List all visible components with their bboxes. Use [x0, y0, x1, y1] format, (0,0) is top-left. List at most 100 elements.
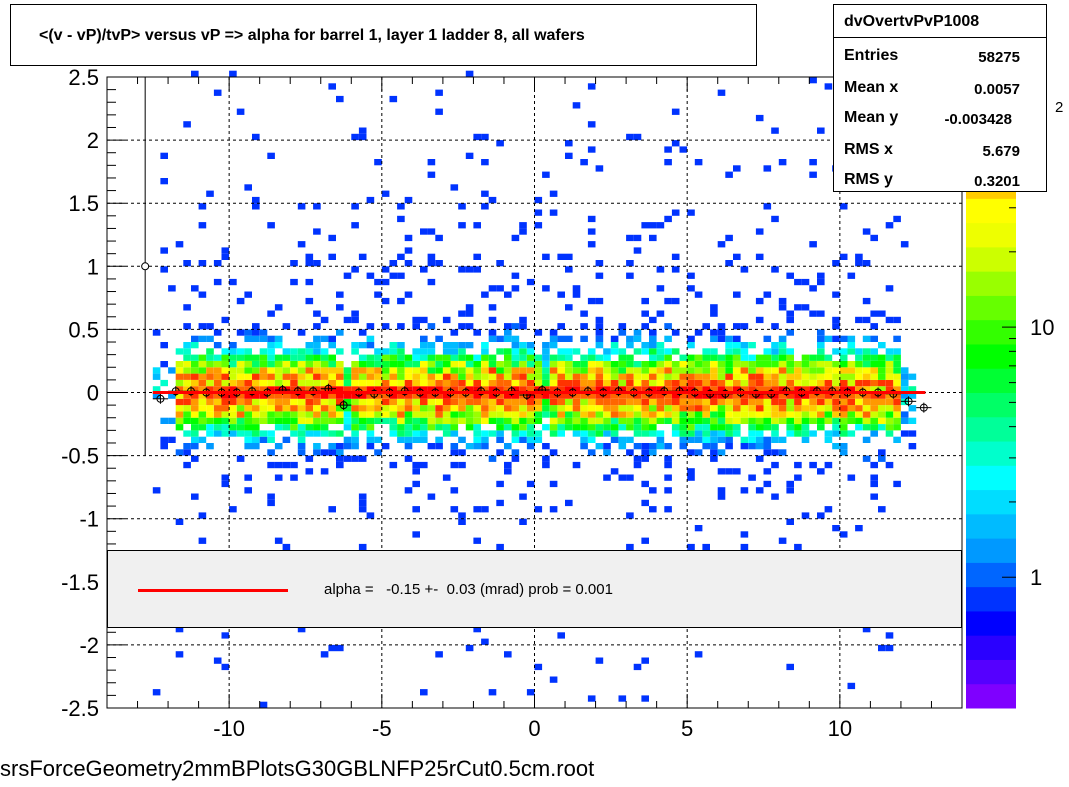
- heatmap-cell: [534, 361, 543, 368]
- heatmap-cell: [710, 304, 718, 311]
- heatmap-cell: [733, 398, 741, 406]
- heatmap-cell: [221, 405, 230, 412]
- heatmap-cell: [878, 361, 886, 368]
- heatmap-cell: [465, 304, 474, 311]
- heatmap-cell: [717, 323, 726, 330]
- heatmap-cell: [557, 291, 565, 298]
- heatmap-cell: [297, 411, 306, 418]
- heatmap-cell: [351, 392, 359, 399]
- heatmap-cell: [511, 436, 520, 443]
- heatmap-cell: [740, 443, 749, 450]
- heatmap-cell: [160, 266, 168, 273]
- heatmap-cell: [862, 424, 871, 431]
- heatmap-cell: [809, 159, 817, 166]
- heatmap-cell: [763, 379, 772, 387]
- heatmap-cell: [710, 348, 718, 355]
- heatmap-cell: [870, 367, 878, 374]
- heatmap-cell: [504, 361, 512, 368]
- heatmap-cell: [847, 398, 856, 406]
- heatmap-cell: [824, 398, 833, 406]
- palette-swatch: [966, 441, 1016, 466]
- heatmap-cell: [763, 373, 772, 380]
- heatmap-cell: [641, 424, 649, 431]
- heatmap-cell: [458, 386, 466, 393]
- heatmap-cell: [328, 354, 336, 361]
- heatmap-cell: [702, 405, 710, 412]
- heatmap-cell: [229, 379, 237, 387]
- heatmap-cell: [694, 651, 703, 658]
- heatmap-cell: [771, 348, 779, 355]
- heatmap-cell: [603, 379, 611, 387]
- heatmap-cell: [794, 411, 802, 418]
- heatmap-cell: [450, 411, 459, 418]
- heatmap-cell: [885, 411, 894, 418]
- heatmap-cell: [427, 443, 436, 450]
- heatmap-cell: [366, 417, 375, 424]
- heatmap-cell: [694, 291, 703, 298]
- heatmap-cell: [656, 405, 665, 412]
- heatmap-cell: [381, 323, 390, 330]
- heatmap-cell: [794, 278, 802, 286]
- heatmap-cell: [862, 297, 871, 305]
- stats-row-entries: Entries 58275: [834, 43, 1046, 73]
- heatmap-cell: [458, 354, 466, 361]
- heatmap-cell: [679, 436, 688, 443]
- heatmap-cell: [282, 348, 291, 355]
- heatmap-cell: [771, 342, 779, 349]
- heatmap-cell: [618, 367, 627, 374]
- heatmap-cell: [504, 398, 512, 406]
- heatmap-cell: [580, 373, 588, 380]
- heatmap-cell: [710, 430, 718, 437]
- heatmap-cell: [595, 430, 604, 437]
- heatmap-cell: [152, 367, 161, 374]
- heatmap-cell: [526, 424, 535, 431]
- heatmap-cell: [633, 329, 642, 336]
- heatmap-cell: [893, 392, 901, 399]
- heatmap-cell: [748, 361, 756, 368]
- heatmap-cell: [526, 480, 535, 488]
- heatmap-cell: [664, 474, 672, 481]
- heatmap-cell: [702, 361, 710, 368]
- heatmap-cell: [580, 310, 588, 317]
- heatmap-cell: [160, 443, 168, 450]
- heatmap-cell: [343, 398, 352, 406]
- heatmap-cell: [618, 379, 627, 387]
- heatmap-cell: [206, 443, 214, 450]
- heatmap-cell: [839, 430, 848, 437]
- heatmap-cell: [198, 411, 207, 418]
- heatmap-cell: [687, 386, 695, 393]
- heatmap-cell: [244, 386, 252, 393]
- heatmap-cell: [374, 348, 382, 355]
- heatmap-cell: [244, 487, 252, 494]
- heatmap-cell: [160, 342, 168, 349]
- heatmap-cell: [427, 228, 436, 235]
- heatmap-cell: [191, 493, 199, 500]
- heatmap-cell: [580, 367, 588, 374]
- heatmap-cell: [702, 386, 710, 393]
- heatmap-cell: [374, 278, 382, 286]
- heatmap-cell: [297, 329, 306, 336]
- heatmap-cell: [733, 165, 741, 172]
- heatmap-cell: [763, 443, 772, 450]
- heatmap-cell: [297, 361, 306, 368]
- heatmap-cell: [694, 361, 703, 368]
- heatmap-cell: [175, 411, 184, 418]
- heatmap-cell: [626, 449, 634, 456]
- heatmap-cell: [168, 285, 176, 292]
- heatmap-cell: [687, 379, 695, 387]
- heatmap-cell: [297, 449, 306, 456]
- heatmap-cell: [633, 247, 642, 254]
- heatmap-cell: [297, 436, 306, 443]
- heatmap-cell: [603, 386, 611, 393]
- heatmap-cell: [580, 424, 588, 431]
- heatmap-cell: [175, 417, 184, 424]
- heatmap-cell: [641, 373, 649, 380]
- heatmap-cell: [198, 424, 207, 431]
- heatmap-cell: [725, 386, 733, 393]
- heatmap-cell: [862, 228, 871, 235]
- heatmap-cell: [618, 411, 627, 418]
- heatmap-cell: [656, 373, 665, 380]
- heatmap-cell: [213, 354, 222, 361]
- heatmap-cell: [397, 297, 405, 305]
- heatmap-cell: [412, 468, 420, 475]
